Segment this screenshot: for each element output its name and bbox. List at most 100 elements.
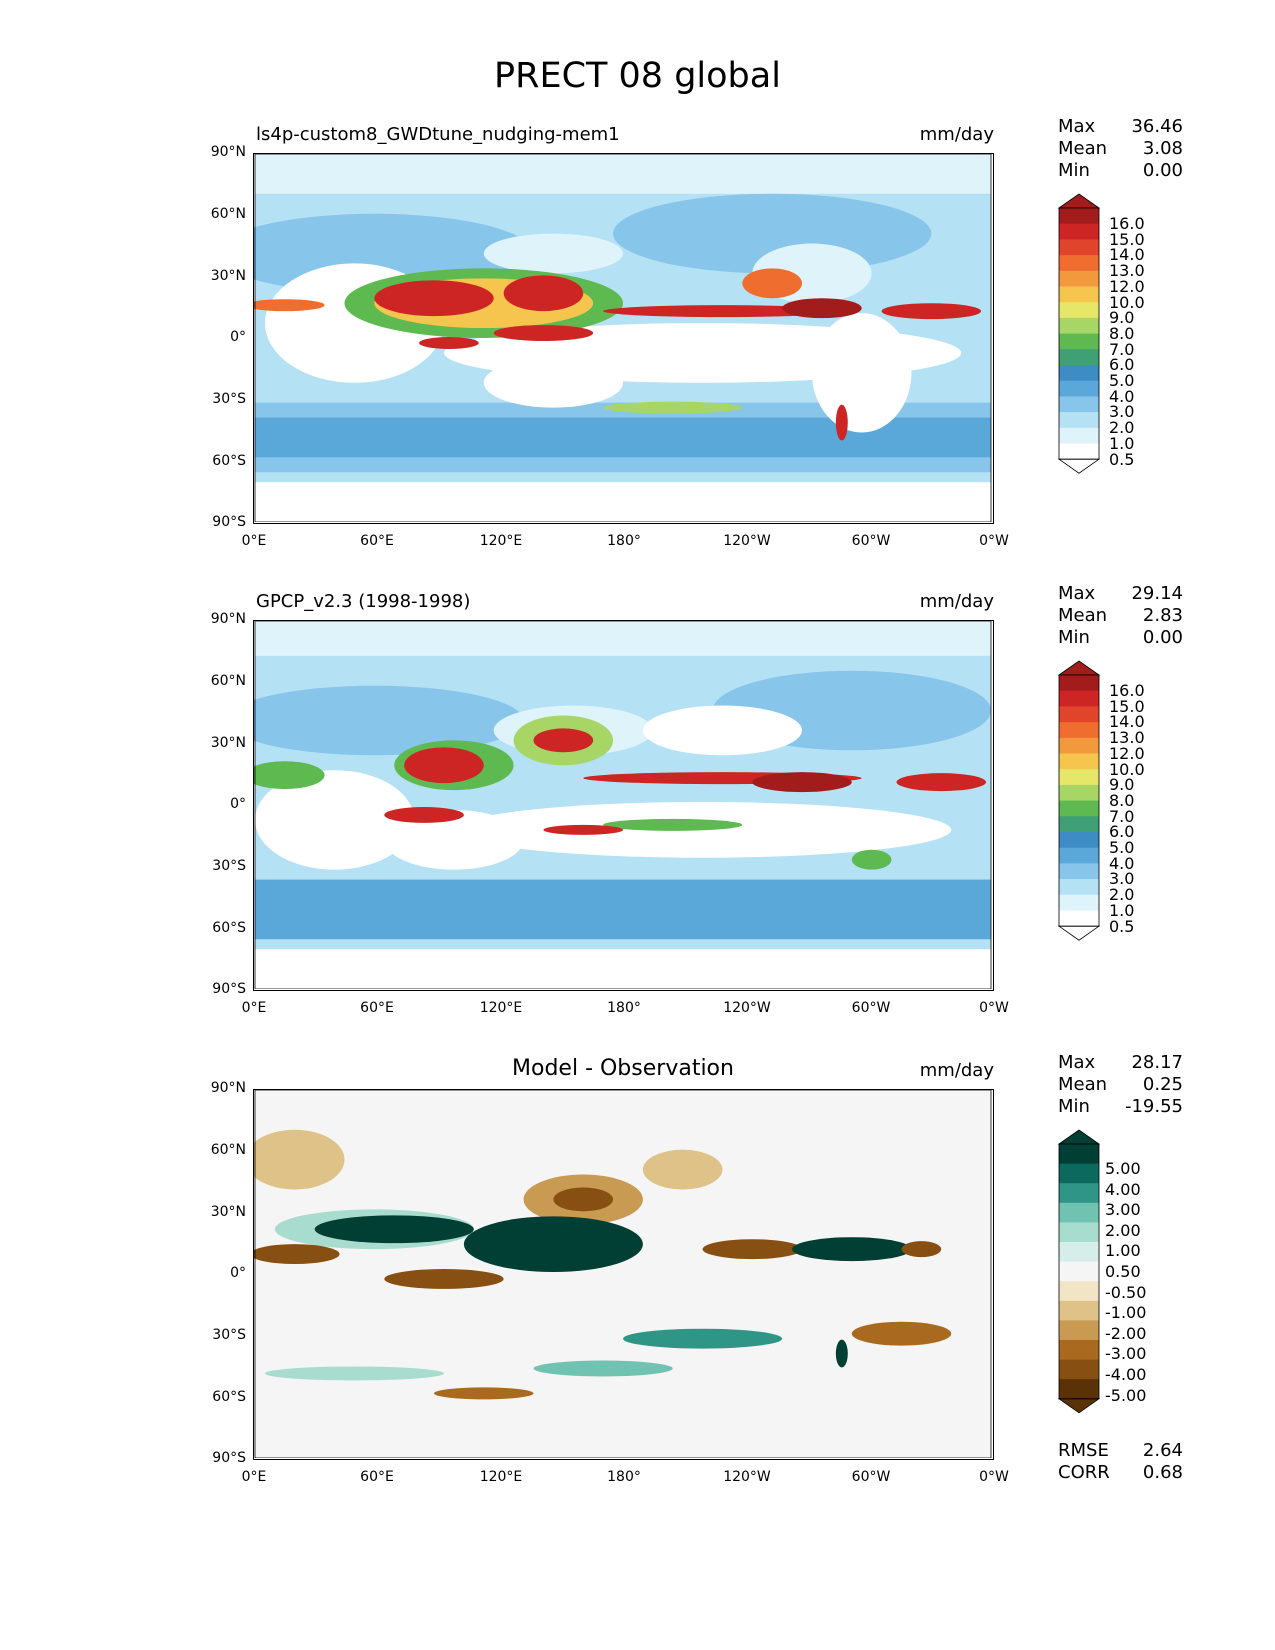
colorbar-segment [1059,1222,1099,1243]
colorbar-segment [1059,1340,1099,1361]
colorbar [1057,660,1101,941]
lon-tick: 0°E [241,1000,267,1016]
units-label: mm/day [919,124,994,145]
colorbar-extend-top [1057,1129,1101,1145]
precip-field [254,154,992,522]
colorbar-segment [1059,1183,1099,1204]
lat-tick: 60°N [210,1142,246,1158]
lat-tick: 60°S [212,1389,246,1405]
lat-tick: 90°N [210,144,246,160]
lat-tick: 90°N [210,611,246,627]
lon-tick: 180° [607,1469,641,1485]
colorbar-segment [1059,1379,1099,1400]
lon-tick: 60°E [360,1000,394,1016]
lat-tick: 30°S [212,858,246,874]
precip-map [253,153,994,524]
colorbar-segment [1059,443,1099,460]
colorbar-segment [1059,302,1099,319]
lon-tick: 0°E [241,533,267,549]
colorbar-outline [1058,207,1100,460]
colorbar-segment [1059,1163,1099,1184]
colorbar-segment [1059,349,1099,366]
lon-tick: 0°W [979,1469,1009,1485]
lat-tick: 60°S [212,920,246,936]
lon-tick: 120°W [723,1000,771,1016]
colorbar-segment [1059,894,1099,911]
metrics-box: RMSE 2.64 CORR 0.68 [1058,1440,1183,1483]
lat-tick: 0° [230,1265,246,1281]
lon-tick: 120°E [479,533,523,549]
colorbar-segment [1059,239,1099,256]
colorbar-outline [1058,674,1100,927]
lat-tick: 90°S [212,981,246,997]
lon-tick: 0°W [979,533,1009,549]
lon-tick: 60°W [851,1000,891,1016]
colorbar [1057,193,1101,474]
colorbar-segment [1059,1300,1099,1321]
lat-tick: 60°N [210,673,246,689]
colorbar-segment [1059,784,1099,802]
lon-tick: 60°W [851,533,891,549]
lat-tick: 30°N [210,735,246,751]
colorbar-segment [1059,270,1099,287]
colorbar-extend-top [1057,193,1101,209]
lon-tick: 120°W [723,533,771,549]
colorbar-segment [1059,753,1099,770]
diff-map [253,1089,994,1460]
figure-title: PRECT 08 global [494,56,781,96]
colorbar-segment [1059,1359,1099,1380]
colorbar-segment [1059,816,1099,833]
colorbar-segment [1059,1320,1099,1341]
lat-tick: 30°S [212,1327,246,1343]
lat-tick: 30°N [210,1204,246,1220]
colorbar-segment [1059,255,1099,272]
colorbar-extend-bottom [1057,458,1101,474]
colorbar-segment [1059,396,1099,413]
colorbar-segment [1059,847,1099,864]
colorbar-segment [1059,769,1099,786]
colorbar-segment [1059,317,1099,335]
colorbar-segment [1059,1242,1099,1263]
colorbar-labels: 16.0 15.0 14.0 13.0 12.0 10.0 9.0 8.0 7.0 6.0 5.0 4… [1109,681,1145,936]
colorbar-segment [1059,412,1099,429]
colorbar-segment [1059,910,1099,927]
diff-field [254,1090,992,1458]
lon-tick: 60°W [851,1469,891,1485]
panel-title: Model - Observation [512,1056,734,1081]
colorbar-segment [1059,380,1099,397]
lat-tick: 30°N [210,268,246,284]
colorbar-segment [1059,832,1099,849]
stats-box: Max 28.17 Mean 0.25 Min -19.55 [1058,1052,1183,1117]
colorbar-segment [1059,800,1099,817]
colorbar-segment [1059,863,1099,880]
colorbar-segment [1059,879,1099,896]
colorbar-segment [1059,223,1099,240]
lon-tick: 120°E [479,1469,523,1485]
colorbar-segment [1059,333,1099,350]
colorbar-segment [1059,706,1099,723]
colorbar-extend-top [1057,660,1101,676]
colorbar-extend-bottom [1057,1398,1101,1414]
lat-tick: 90°S [212,1450,246,1466]
lat-tick: 90°N [210,1080,246,1096]
lon-tick: 60°E [360,1469,394,1485]
lon-tick: 60°E [360,533,394,549]
lat-tick: 0° [230,329,246,345]
precip-map [253,620,994,991]
precip-field [254,621,992,989]
colorbar-segment [1059,737,1099,754]
lon-tick: 180° [607,533,641,549]
lat-tick: 0° [230,796,246,812]
colorbar-segment [1059,722,1099,739]
stats-box: Max 29.14 Mean 2.83 Min 0.00 [1058,583,1183,648]
colorbar [1057,1129,1101,1414]
colorbar-segment [1059,1281,1099,1302]
colorbar-segment [1059,208,1099,225]
colorbar-segment [1059,1202,1099,1223]
units-label: mm/day [919,1060,994,1081]
lat-tick: 90°S [212,514,246,530]
panel-title: ls4p-custom8_GWDtune_nudging-mem1 [256,124,620,145]
colorbar-segment [1059,286,1099,303]
lon-tick: 120°W [723,1469,771,1485]
colorbar-outline [1058,1143,1100,1400]
